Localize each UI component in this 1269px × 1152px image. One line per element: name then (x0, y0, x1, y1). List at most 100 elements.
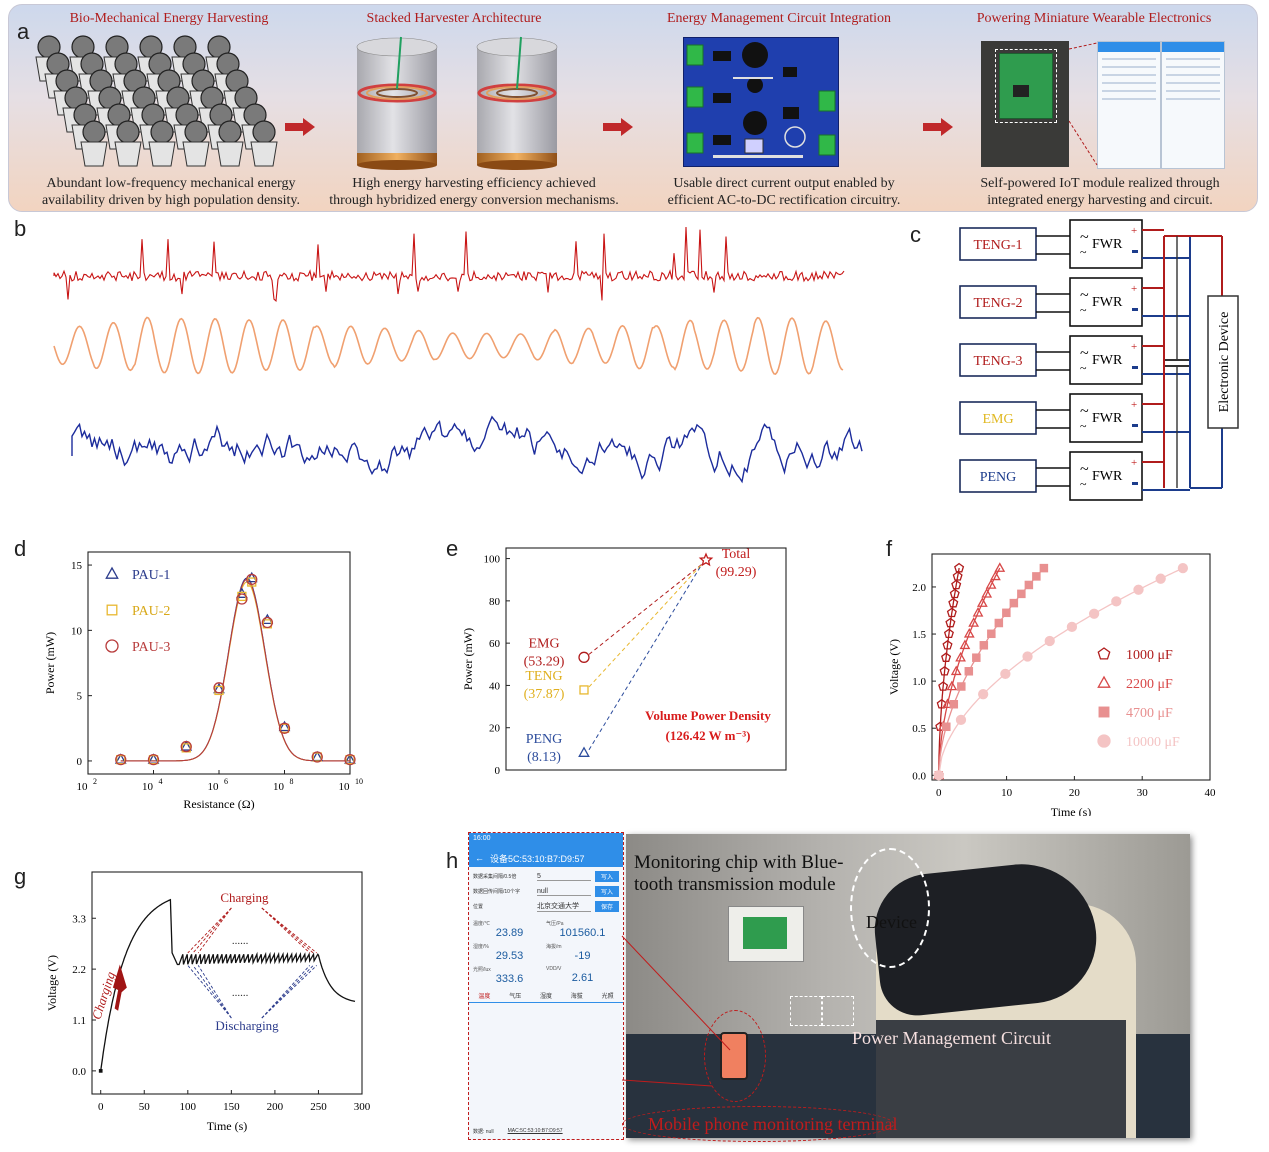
setting-value-input[interactable]: null (537, 888, 591, 896)
plot-frame (931, 553, 1211, 781)
person-figure (80, 120, 108, 167)
sensor-reading: VDD/V 2.61 (546, 966, 619, 985)
data-point-4700-μF (1039, 563, 1049, 573)
ellipsis-top: ...... (232, 935, 249, 947)
setting-action-button[interactable]: 写入 (594, 871, 619, 882)
source-box (959, 343, 1037, 377)
panel-label-b: b (14, 216, 27, 241)
charging-pointer (192, 907, 232, 954)
data-point-10000-μF (1022, 651, 1033, 662)
x-tick-label: 10 (273, 781, 285, 793)
phone-setting-row: 数据采集间隔/0.5倍 5 写入 (473, 871, 619, 882)
x-tick-exp: 2 (93, 777, 97, 786)
data-point-4700-μF (979, 641, 989, 650)
sensor-reading: 气压/Pa 101560.1 (546, 920, 619, 939)
data-point-1000-μF (939, 665, 950, 676)
power-density-title: Volume Power Density (645, 708, 771, 723)
data-point-pau-2 (116, 754, 126, 765)
person-pants (876, 1020, 1126, 1138)
electronic-device-box (1207, 295, 1239, 429)
panel-f-chart: 0 10 20 30 40 0.0 0.5 1.0 1.5 2.0 Time (s) Voltage … (887, 553, 1216, 816)
minus-sign (1132, 366, 1138, 369)
ac-symbol: ~ (1080, 403, 1089, 420)
setting-label: 数据回传间隔/10个字 (473, 889, 520, 895)
data-point-1000-μF (949, 588, 960, 599)
plus-sign: + (1131, 457, 1137, 469)
phone-tab[interactable]: 光照 (601, 994, 614, 1000)
reading-value: 333.6 (495, 973, 524, 985)
ac-symbol: ~ (1080, 419, 1087, 433)
device-label: Device (866, 912, 917, 932)
harvester-cylinder-2 (476, 36, 558, 170)
setting-action-button[interactable]: 保存 (594, 901, 619, 912)
data-point-4700-μF (994, 618, 1004, 628)
reading-value: 2.61 (571, 972, 594, 984)
x-tick-label: 0 (936, 787, 942, 799)
data-point-2200-μF (990, 570, 1001, 581)
data-point-pau-3 (246, 573, 258, 586)
ac-symbol: ~ (1080, 303, 1087, 317)
x-tick-exp: 6 (224, 777, 228, 786)
data-point-1000-μF (948, 597, 959, 608)
rectifier-box (1069, 277, 1143, 327)
y-axis-label: Power (mW) (43, 632, 57, 694)
plot-frame (505, 547, 787, 771)
panel-a-title-2: Stacked Harvester Architecture (366, 11, 542, 26)
x-tick-label: 10 (77, 781, 89, 793)
data-point-pau-3 (147, 753, 160, 766)
reading-value: -19 (574, 950, 591, 962)
data-point-pau-3 (344, 753, 356, 766)
panel-label-g: g (14, 864, 27, 889)
data-point-10000-μF (1133, 584, 1144, 595)
phone-title-bar: ← 设备5C:53:10:B7:D9:57 (469, 849, 623, 867)
plus-sign: + (1131, 225, 1137, 237)
discharging-pointer (187, 965, 232, 1019)
panel-label-h: h (446, 848, 459, 873)
phone-tab[interactable]: 温度 (478, 994, 491, 1000)
ac-symbol: ~ (1080, 477, 1087, 491)
phone-setting-row: 位置 北京交通大学 保存 (473, 901, 619, 912)
data-point-1000-μF (942, 639, 953, 650)
setting-action-button[interactable]: 写入 (594, 886, 619, 897)
circuit-row-teng-3: TENG-3 ~~ FWR+ (959, 335, 1190, 385)
data-point-2200-μF (946, 680, 958, 691)
phone-tab[interactable]: 海拔 (570, 994, 583, 1000)
legend-marker-pau-2 (106, 604, 118, 616)
plus-sign: + (1131, 283, 1137, 295)
legend-marker-4700-μF (1098, 706, 1110, 718)
y-tick-label: 5 (77, 691, 83, 703)
minus-sign (1132, 250, 1138, 253)
data-point-2200-μF (985, 579, 997, 589)
data-point-10000-μF (1000, 668, 1011, 680)
data-point-10000-μF (1066, 621, 1078, 633)
ac-symbol: ~ (1080, 245, 1087, 259)
data-point-2200-μF (972, 606, 984, 617)
point-peng (578, 746, 590, 757)
data-point-10000-μF (978, 689, 989, 700)
data-point-10000-μF (1177, 562, 1189, 574)
phone-tab[interactable]: 气压 (509, 994, 522, 1000)
power-density-value: (126.42 W m⁻³) (665, 728, 750, 743)
back-arrow-icon[interactable]: ← (475, 853, 484, 863)
setting-value-input[interactable]: 北京交通大学 (537, 901, 591, 912)
data-point-1000-μF (941, 652, 952, 662)
electronic-device-label: Electronic Device (1217, 312, 1232, 413)
legend-label: PAU-3 (132, 640, 170, 655)
x-tick-label: 10 (1001, 787, 1013, 799)
y-tick-label: 0 (77, 756, 83, 768)
person-figure (250, 120, 278, 167)
phone-tab[interactable]: 湿度 (539, 994, 552, 1000)
panel-a-caption-3: Usable direct current output enabled by e… (667, 176, 901, 208)
setting-value-input[interactable]: 5 (537, 873, 591, 881)
phone-footer-data: 数据: null (473, 1129, 494, 1135)
plus-sign: + (1131, 399, 1137, 411)
legend-marker-2200-μF (1097, 675, 1111, 688)
dashed-arrow-peng (588, 563, 703, 751)
data-point-4700-μF (1017, 589, 1026, 599)
signal-trace-blue (71, 415, 863, 484)
panel-a-title-1: Bio-Mechanical Energy Harvesting (69, 11, 269, 26)
data-point-pau-2 (279, 723, 290, 733)
circuit-row-teng-2: TENG-2 ~~ FWR+ (959, 277, 1190, 327)
data-point-1000-μF (938, 681, 949, 691)
device-title: 设备5C:53:10:B7:D9:57 (490, 853, 585, 864)
